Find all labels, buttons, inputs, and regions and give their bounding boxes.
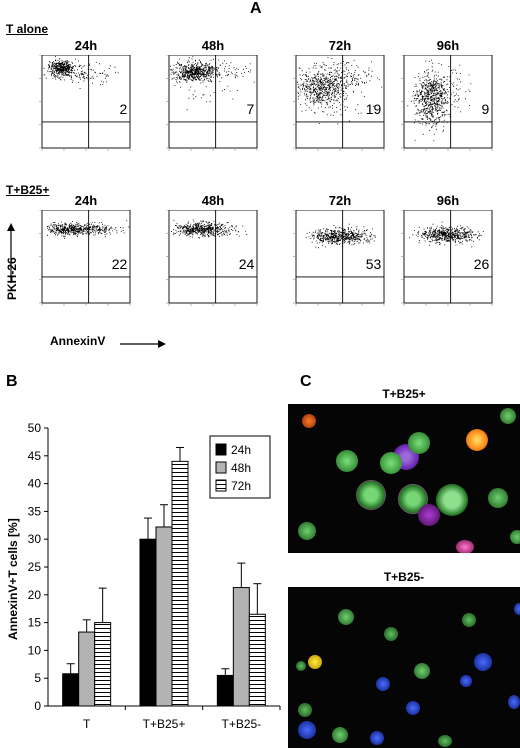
y-tick-label: 50: [28, 421, 42, 435]
legend-label-72h: 72h: [231, 479, 251, 493]
x-axis-label-annexinv: AnnexinV: [50, 334, 106, 348]
time-label: 24h: [74, 38, 98, 53]
x-tick-label: T+B25-: [221, 717, 261, 731]
dot-plot: [293, 210, 385, 306]
bar-chart: 0 5 10 15 20 25 30 35 40 45 50 T T+B25+ T+B25- 24h 48h 7…: [28, 421, 281, 731]
quadrant-value: 24: [238, 255, 255, 272]
y-tick-label: 15: [28, 616, 42, 630]
panel-label-a: A: [250, 0, 262, 17]
time-label: 96h: [436, 193, 460, 208]
y-tick-label: 30: [28, 532, 42, 546]
legend-label-48h: 48h: [231, 461, 251, 475]
legend-swatch-72h: [215, 479, 227, 492]
bar-48h: [232, 587, 250, 707]
time-label: 96h: [436, 38, 460, 53]
quadrant-value: 53: [365, 255, 382, 272]
bar-72h: [248, 613, 266, 707]
quadrant-value: 22: [111, 255, 128, 272]
y-axis-arrow: [6, 223, 16, 283]
y-tick-label: 5: [34, 671, 41, 685]
bar-24h: [216, 674, 234, 707]
bar-24h: [139, 538, 157, 707]
x-tick-label: T: [83, 717, 91, 731]
y-tick-label: 10: [28, 643, 42, 657]
quadrant-value: 7: [246, 100, 255, 117]
bar-72h: [171, 460, 189, 707]
micrograph-t-b25minus: [288, 587, 520, 748]
bar-72h: [94, 622, 112, 707]
y-tick-label: 20: [28, 588, 42, 602]
x-axis-arrow: [120, 336, 166, 348]
quadrant-value: 26: [473, 255, 490, 272]
x-tick-label: T+B25+: [143, 717, 186, 731]
dot-plot: [401, 210, 493, 306]
row-label-t-b25plus: T+B25+: [6, 183, 50, 197]
dot-plot: [293, 55, 385, 151]
legend-label-24h: 24h: [231, 443, 251, 457]
time-label: 72h: [328, 193, 352, 208]
legend-swatch-48h: [215, 461, 227, 474]
dot-plot: [39, 210, 131, 306]
quadrant-value: 2: [119, 100, 128, 117]
dot-plot: [39, 55, 131, 151]
panel-label-c: C: [300, 373, 312, 390]
dot-plot: [401, 55, 493, 151]
bar-24h: [62, 673, 80, 707]
y-tick-label: 35: [28, 504, 42, 518]
time-label: 24h: [74, 193, 98, 208]
micrograph-t-b25plus: [288, 404, 520, 553]
time-label: 72h: [328, 38, 352, 53]
y-tick-label: 40: [28, 477, 42, 491]
panel-label-b: B: [6, 373, 18, 390]
time-label: 48h: [201, 38, 225, 53]
time-label: 48h: [201, 193, 225, 208]
y-tick-label: 0: [34, 699, 41, 713]
dot-plot: [166, 210, 258, 306]
image-title-top: T+B25+: [382, 387, 426, 401]
image-title-bottom: T+B25-: [383, 570, 425, 584]
bar-48h: [155, 526, 173, 707]
quadrant-value: 9: [481, 100, 490, 117]
bar-48h: [78, 631, 96, 707]
y-tick-label: 25: [28, 560, 42, 574]
quadrant-value: 19: [365, 100, 382, 117]
y-tick-label: 45: [28, 449, 42, 463]
row-label-t-alone: T alone: [6, 22, 49, 36]
dot-plot: [166, 55, 258, 151]
legend-swatch-24h: [215, 443, 227, 456]
